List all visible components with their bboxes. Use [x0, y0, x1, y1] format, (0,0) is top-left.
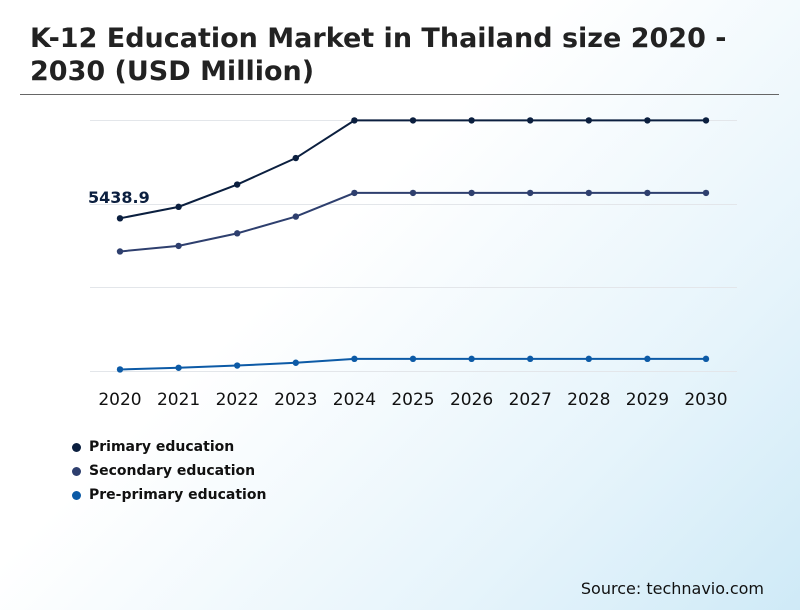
series-0-point-10	[702, 117, 710, 124]
series-0-point-7	[527, 117, 534, 124]
series-2-point-3	[292, 359, 299, 366]
legend-marker-primary	[72, 442, 81, 452]
legend-item-pre-primary: Pre-primary education	[72, 483, 266, 507]
series-0-point-3	[292, 154, 299, 162]
series-2-point-2	[234, 362, 241, 369]
legend-label-secondary: Secondary education	[89, 463, 256, 479]
series-2-point-0	[116, 366, 124, 373]
legend: Primary education Secondary education Pr…	[72, 435, 266, 507]
legend-marker-pre-primary	[72, 490, 81, 500]
data-label-first-point: 5438.9	[88, 188, 150, 207]
title-divider	[20, 94, 779, 95]
series-1-point-6	[468, 189, 475, 197]
series-1-point-9	[644, 189, 651, 197]
series-1-point-1	[175, 242, 182, 250]
series-2-point-8	[585, 355, 592, 363]
series-0-point-4	[351, 117, 358, 124]
chart-title: K-12 Education Market in Thailand size 2…	[30, 23, 727, 87]
legend-label-primary: Primary education	[89, 439, 235, 455]
x-tick-label-0: 2020	[98, 390, 141, 410]
x-tick-label-4: 2024	[333, 390, 376, 410]
series-1-point-4	[351, 189, 358, 197]
series-2-point-4	[351, 355, 358, 363]
series-1-point-0	[116, 248, 124, 255]
series-2-point-5	[409, 355, 417, 363]
series-2-point-10	[702, 355, 710, 363]
source-credit: Source: technavio.com	[580, 579, 764, 598]
series-2-point-1	[175, 364, 182, 371]
x-tick-label-3: 2023	[274, 390, 317, 410]
series-2-point-7	[527, 355, 534, 363]
x-tick-label-1: 2021	[157, 390, 200, 410]
series-2-point-6	[468, 355, 475, 363]
grid-lines	[90, 120, 737, 372]
x-tick-label-2: 2022	[216, 390, 259, 410]
series-2-point-9	[644, 355, 651, 363]
x-tick-label-9: 2029	[626, 390, 669, 410]
legend-marker-secondary	[72, 466, 81, 476]
series-0-point-2	[234, 181, 241, 188]
series-layer	[116, 117, 710, 373]
series-1-point-5	[409, 189, 417, 197]
series-1-point-3	[292, 213, 299, 220]
series-1-point-2	[234, 230, 241, 237]
series-0-point-8	[585, 117, 592, 124]
legend-item-primary: Primary education	[72, 435, 266, 459]
series-0-point-9	[644, 117, 651, 124]
series-0-point-1	[175, 203, 182, 211]
x-tick-label-10: 2030	[684, 390, 727, 410]
x-tick-label-8: 2028	[567, 390, 610, 410]
series-1-point-8	[585, 189, 592, 197]
annotations: 5438.9	[88, 188, 150, 207]
series-0-point-0	[116, 215, 124, 222]
series-line-1	[119, 191, 706, 253]
x-tick-label-7: 2027	[509, 390, 552, 410]
x-tick-label-6: 2026	[450, 390, 493, 410]
series-1-point-7	[527, 189, 534, 197]
legend-label-pre-primary: Pre-primary education	[89, 487, 267, 503]
series-line-0	[119, 119, 706, 220]
series-0-point-5	[409, 117, 417, 124]
line-chart: 2020 2021 2022 2023 2024 2025 2026 2027 2028 2029…	[88, 117, 737, 410]
series-1-point-10	[702, 189, 710, 197]
legend-item-secondary: Secondary education	[72, 459, 266, 483]
x-tick-label-5: 2025	[391, 390, 434, 410]
series-0-point-6	[468, 117, 475, 124]
x-axis-ticks: 2020 2021 2022 2023 2024 2025 2026 2027 2028 2029…	[98, 390, 727, 410]
